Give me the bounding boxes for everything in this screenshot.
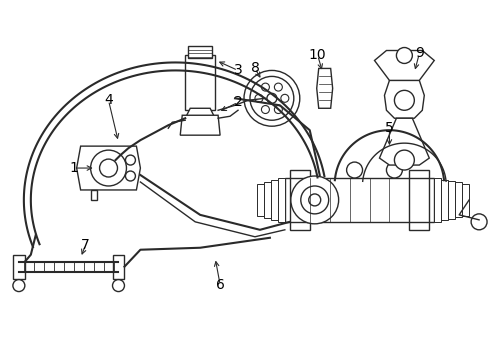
Circle shape [394,90,413,110]
Polygon shape [277,178,285,222]
Circle shape [112,280,124,292]
Polygon shape [461,184,468,216]
Text: 4: 4 [104,93,113,107]
Circle shape [386,162,402,178]
Text: 8: 8 [250,62,259,76]
Circle shape [470,214,486,230]
Polygon shape [185,55,215,110]
Polygon shape [185,108,215,118]
Circle shape [308,194,320,206]
Polygon shape [440,180,447,220]
Polygon shape [379,118,428,165]
Circle shape [13,280,25,292]
Polygon shape [13,255,25,279]
Circle shape [280,94,288,102]
Text: 5: 5 [384,121,393,135]
Circle shape [346,162,362,178]
Polygon shape [384,80,424,118]
Circle shape [261,105,269,113]
Circle shape [394,150,413,170]
Circle shape [125,171,135,181]
Polygon shape [256,184,264,216]
Polygon shape [447,181,454,219]
Polygon shape [454,183,461,217]
Polygon shape [180,115,220,135]
Circle shape [290,176,338,224]
Polygon shape [374,50,433,80]
Polygon shape [264,182,270,218]
Text: 9: 9 [414,46,423,60]
Polygon shape [270,180,277,220]
Text: 2: 2 [233,95,242,109]
Circle shape [90,150,126,186]
Text: 7: 7 [81,238,90,252]
Circle shape [249,76,293,120]
Circle shape [266,93,276,103]
Polygon shape [90,190,96,200]
Circle shape [244,71,299,126]
Circle shape [274,83,282,91]
Text: 10: 10 [308,49,326,63]
Polygon shape [188,45,212,58]
Polygon shape [285,178,433,222]
Text: 6: 6 [215,278,224,292]
Polygon shape [433,178,440,222]
Circle shape [125,155,135,165]
Circle shape [100,159,117,177]
Text: 3: 3 [233,63,242,77]
Polygon shape [77,146,140,190]
Circle shape [261,83,269,91]
Polygon shape [112,255,124,279]
Circle shape [300,186,328,214]
Circle shape [274,105,282,113]
Circle shape [396,48,411,63]
Text: 1: 1 [69,161,78,175]
Polygon shape [316,68,332,108]
Circle shape [254,94,263,102]
